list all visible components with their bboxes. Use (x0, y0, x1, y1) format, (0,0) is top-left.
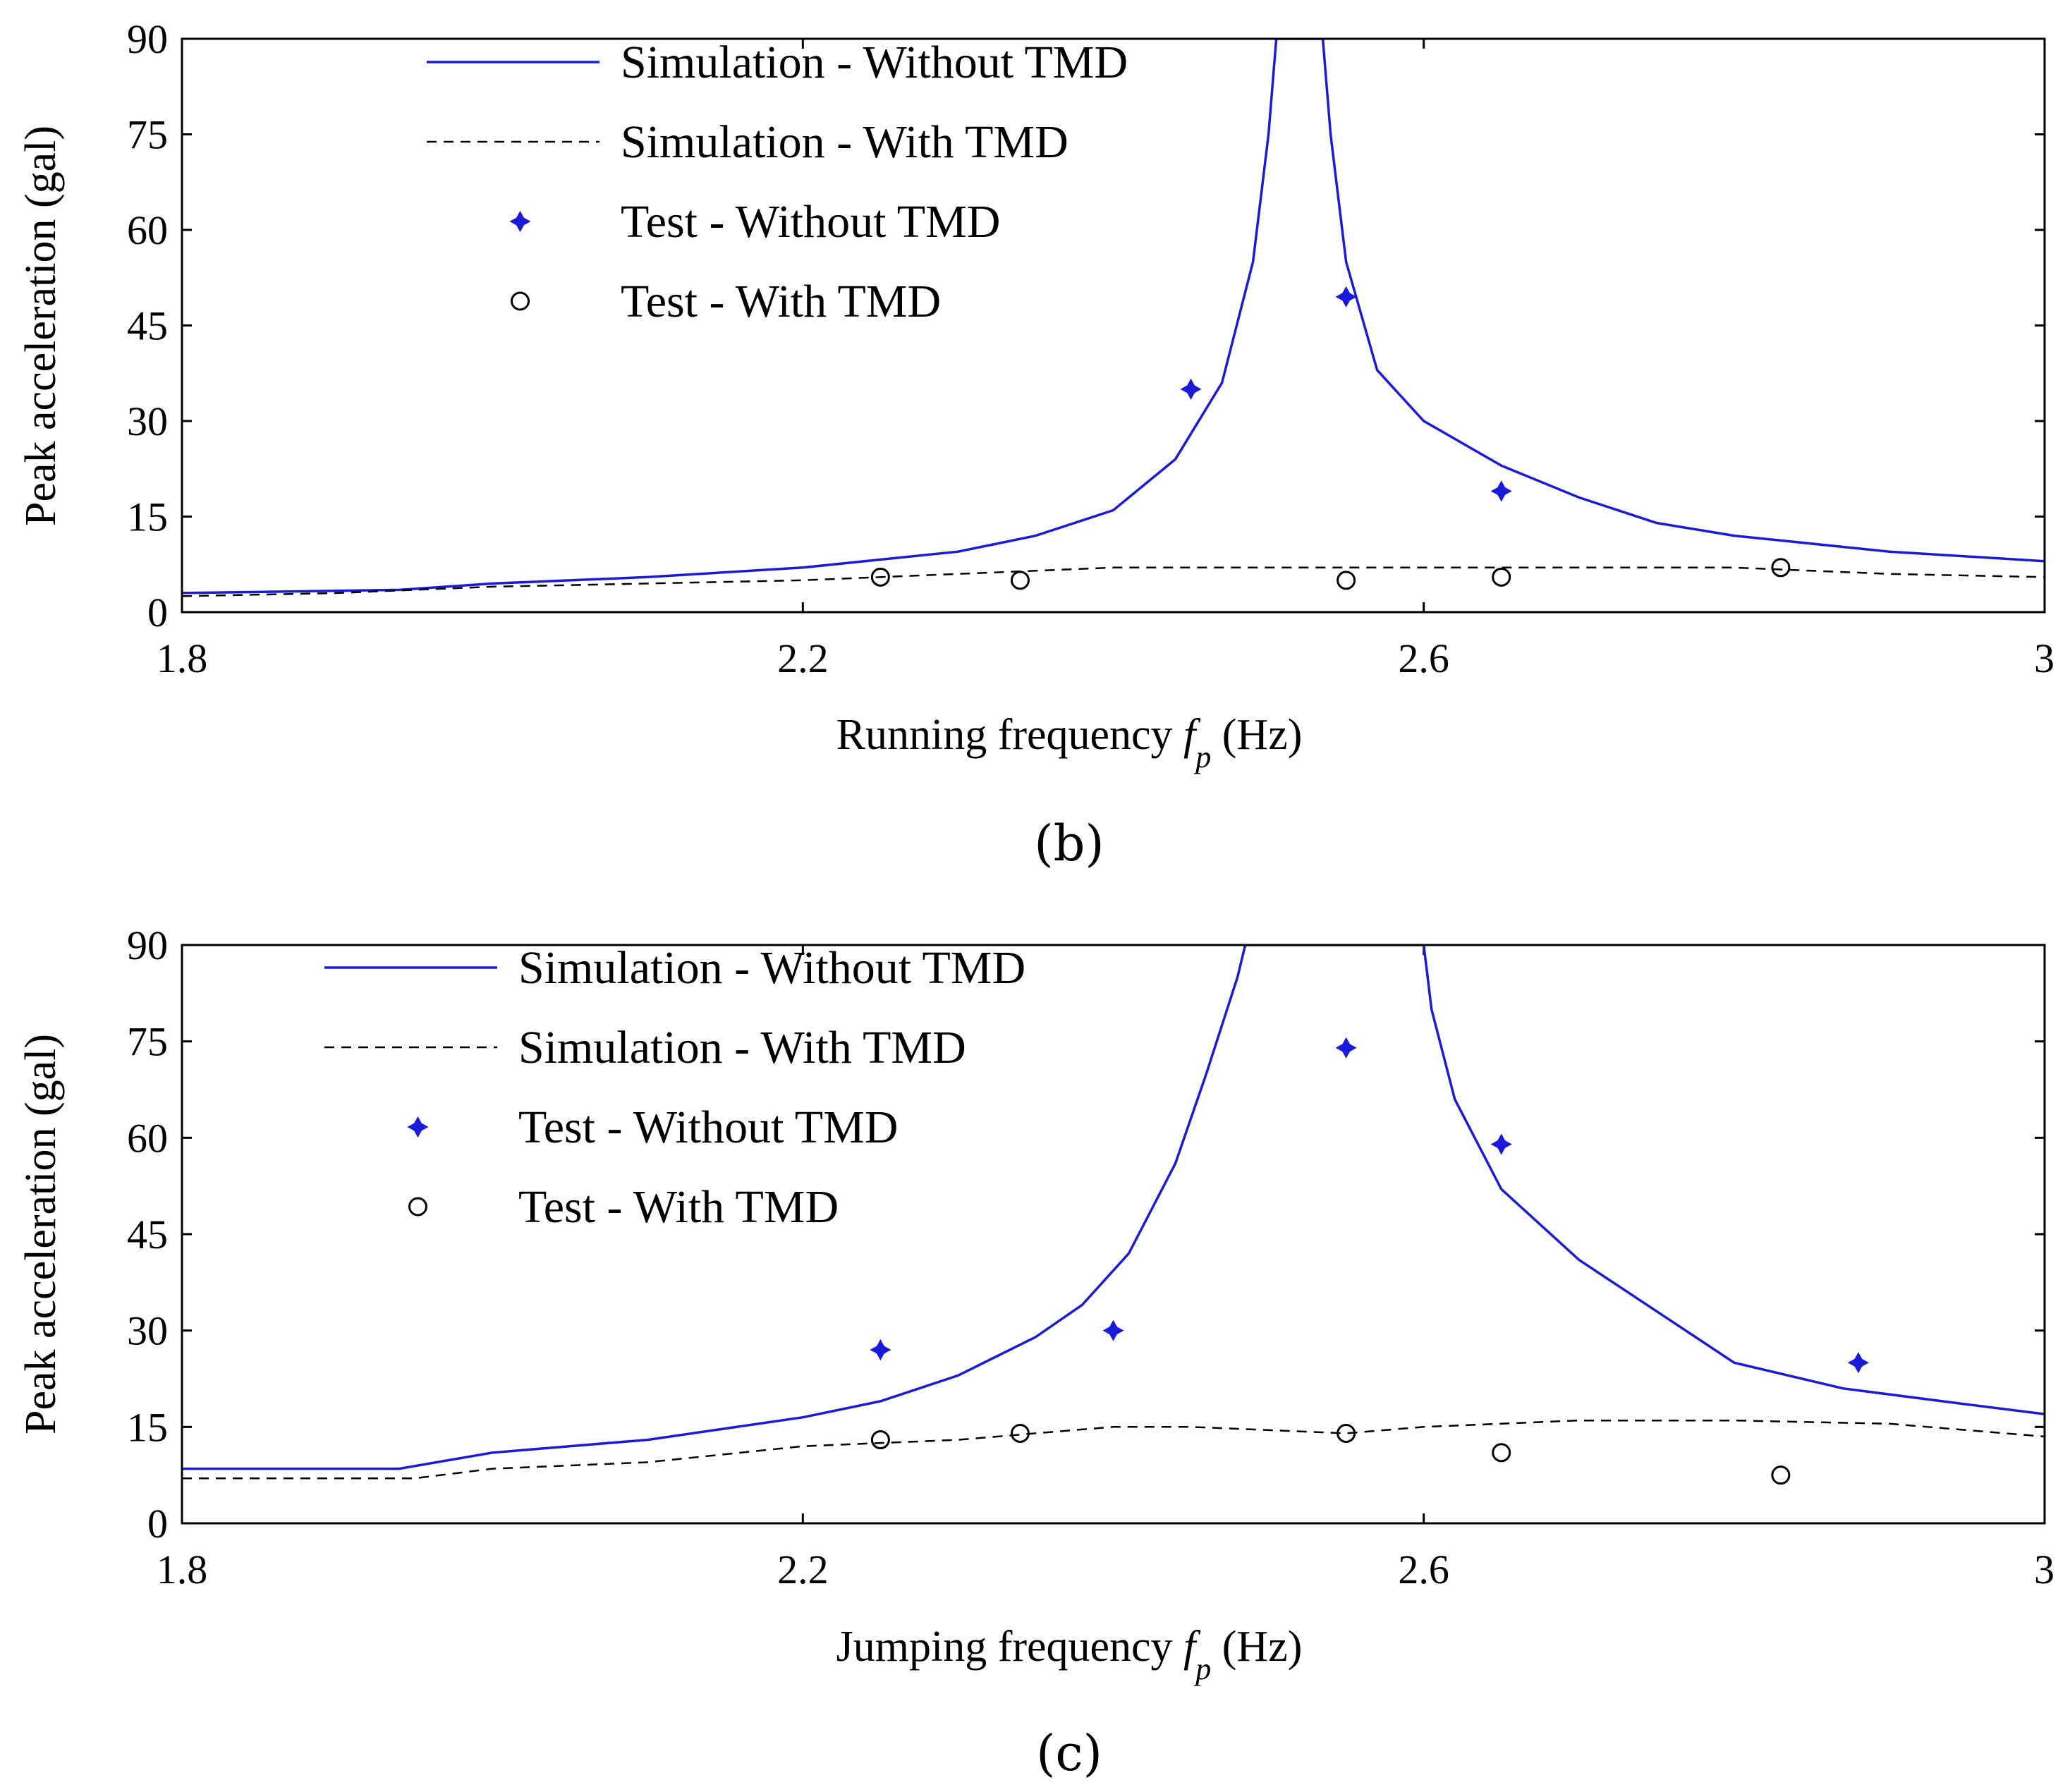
y-tick-label-c-3: 45 (127, 1212, 168, 1257)
legend-b-1-label: Simulation - With TMD (621, 116, 1069, 168)
x-tick-label-c-0: 1.8 (157, 1547, 208, 1592)
panel-label-c: (c) (1036, 1724, 1102, 1782)
x-axis-title-b: Running frequency fp (Hz) (836, 711, 1303, 774)
legend-c-0-label: Simulation - Without TMD (518, 942, 1025, 994)
legend-c-3-label: Test - With TMD (518, 1181, 839, 1233)
legend-c: Simulation - Without TMD Simulation - Wit… (324, 942, 1025, 1233)
x-tick-label-c-2: 2.6 (1398, 1547, 1449, 1592)
series-b-2-point-0-h (1180, 383, 1202, 396)
legend-b-2-swatch-h (509, 215, 531, 228)
y-tick-label-b-3: 45 (127, 303, 168, 349)
y-tick-label-c-2: 30 (127, 1308, 168, 1354)
series-c-0-line (182, 945, 2045, 1470)
y-tick-label-b-5: 75 (127, 112, 168, 158)
y-tick-label-b-1: 15 (127, 494, 168, 540)
x-tick-label-c-1: 2.2 (777, 1547, 829, 1592)
y-tick-label-c-6: 90 (127, 922, 168, 968)
series-b-0-line (182, 39, 2045, 595)
plot-frame-c (181, 944, 2046, 1525)
legend-b-3-swatch (511, 291, 530, 311)
series-b-3-point-1 (1010, 571, 1030, 590)
y-tick-label-c-1: 15 (127, 1404, 168, 1450)
series-c-3-point-4 (1771, 1465, 1791, 1485)
x-tick-label-b-3: 3 (2034, 635, 2054, 681)
series-c-3-point-1 (1010, 1423, 1030, 1443)
x-tick-label-b-1: 2.2 (777, 635, 829, 681)
legend-b-3-label: Test - With TMD (621, 276, 941, 327)
series-c-2-point-0-h (870, 1343, 891, 1356)
legend-b-0-label: Simulation - Without TMD (621, 37, 1128, 88)
y-tick-label-b-0: 0 (147, 590, 168, 635)
y-axis-title-b: Peak acceleration (gal) (17, 126, 65, 526)
y-tick-label-b-2: 30 (127, 398, 168, 444)
legend-c-2-swatch-h (407, 1121, 429, 1133)
series-c-2-point-1-h (1102, 1324, 1124, 1336)
series-b-1-line (182, 566, 2045, 597)
series-c-2-point-4-h (1847, 1356, 1869, 1369)
legend-c-2-label: Test - Without TMD (518, 1102, 898, 1153)
y-tick-label-c-5: 75 (127, 1019, 168, 1065)
chart-panel-b: 0 15 30 45 60 75 90 1.8 2.2 2.6 3 Simulation - Wit… (17, 16, 2054, 872)
series-b-2-point-2-h (1490, 485, 1512, 497)
chart-panel-c: 0 15 30 45 60 75 90 1.8 2.2 2.6 3 Simulation - Wit… (17, 922, 2054, 1782)
series-b-3-point-4 (1771, 558, 1791, 578)
series-c-3-point-3 (1492, 1443, 1511, 1463)
legend-c-3-swatch (408, 1197, 427, 1217)
y-tick-label-b-6: 90 (127, 16, 168, 62)
series-c-1-line (182, 1419, 2045, 1480)
series-b-3-point-2 (1337, 571, 1356, 590)
legend-c-1-label: Simulation - With TMD (518, 1022, 966, 1073)
series-c-2-point-2-h (1335, 1042, 1357, 1054)
plot-frame-b (181, 37, 2046, 614)
x-tick-label-c-3: 3 (2034, 1547, 2054, 1592)
series-b-3-point-0 (870, 567, 890, 587)
x-tick-label-b-2: 2.6 (1398, 635, 1449, 681)
series-c-3-point-2 (1337, 1423, 1356, 1443)
legend-b: Simulation - Without TMD Simulation - Wit… (427, 37, 1128, 327)
y-axis-title-c: Peak acceleration (gal) (17, 1034, 65, 1434)
series-b-3-point-3 (1492, 567, 1511, 587)
x-tick-label-b-0: 1.8 (157, 635, 208, 681)
series-c-2-point-3-h (1490, 1138, 1512, 1150)
y-tick-label-c-4: 60 (127, 1115, 168, 1161)
series-c-3-point-0 (870, 1430, 890, 1450)
y-tick-label-b-4: 60 (127, 207, 168, 253)
series-b-2-point-1-h (1335, 291, 1357, 303)
panel-label-b: (b) (1034, 815, 1104, 872)
legend-b-2-label: Test - Without TMD (621, 196, 1000, 248)
x-axis-title-c: Jumping frequency fp (Hz) (836, 1623, 1303, 1686)
y-tick-label-c-0: 0 (147, 1501, 168, 1547)
